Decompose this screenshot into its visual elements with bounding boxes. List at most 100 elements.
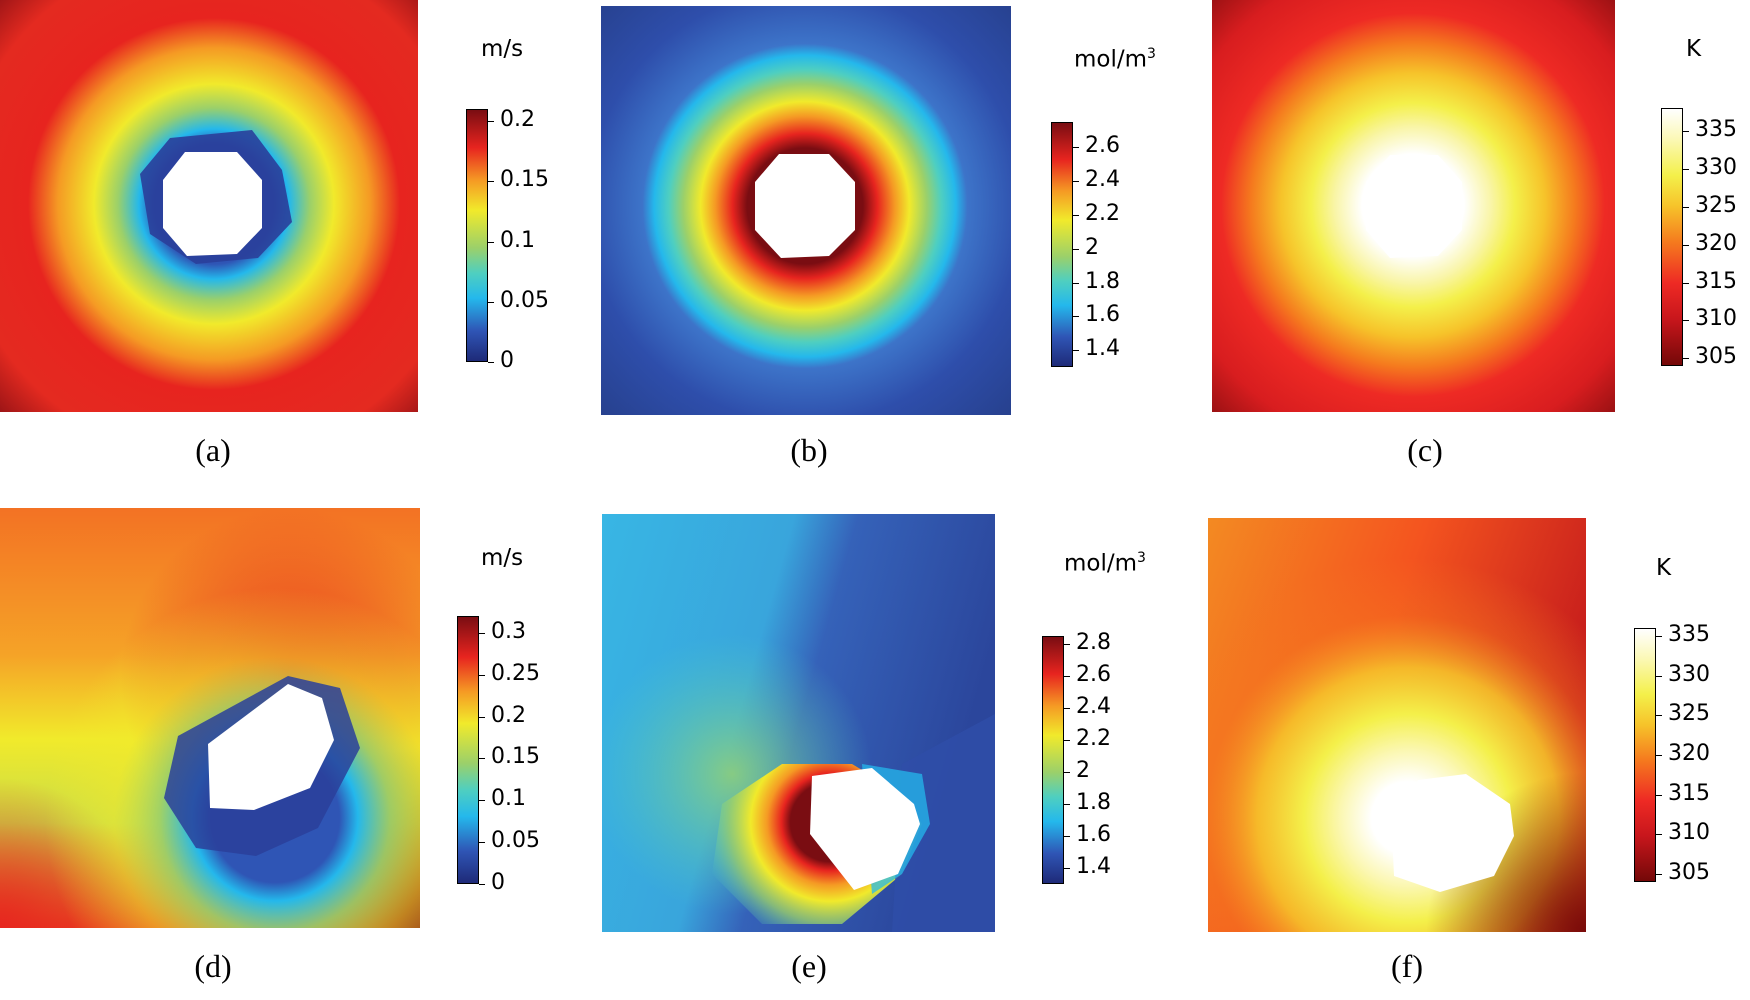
colorbar-tick-label: 310	[1695, 306, 1737, 331]
colorbar-tickmark	[1073, 350, 1079, 351]
colorbar-tickmark	[479, 717, 485, 718]
colorbar-tick-label: 305	[1695, 344, 1737, 369]
unit-label-e: mol/m3	[1064, 550, 1146, 577]
colorbar-tick-label: 1.4	[1085, 336, 1120, 361]
colorbar-e	[1042, 636, 1064, 884]
colorbar-tick-label: 2.6	[1076, 662, 1111, 687]
colorbar-tick-label: 1.4	[1076, 854, 1111, 879]
colorbar-tickmark	[479, 758, 485, 759]
unit-label-c: K	[1686, 36, 1702, 62]
colorbar-tick-label: 2.4	[1085, 167, 1120, 192]
colorbar-tickmark	[1683, 169, 1689, 170]
colorbar-tick-label: 0.2	[491, 703, 526, 728]
colorbar-d	[457, 616, 479, 884]
colorbar-tick-label: 305	[1668, 860, 1710, 885]
colorbar-tickmark	[1656, 715, 1662, 716]
heatmap-e	[602, 514, 995, 932]
colorbar-tick-label: 2.8	[1076, 630, 1111, 655]
colorbar-tickmark	[1073, 147, 1079, 148]
colorbar-tickmark	[1064, 868, 1070, 869]
hole-a	[163, 152, 262, 256]
unit-label-d: m/s	[481, 545, 524, 571]
colorbar-tickmark	[1656, 795, 1662, 796]
colorbar-tickmark	[1656, 874, 1662, 875]
colorbar-tickmark	[1064, 644, 1070, 645]
caption-c: (c)	[1407, 432, 1443, 468]
colorbar-tick-label: 2.4	[1076, 694, 1111, 719]
colorbar-tickmark	[1656, 636, 1662, 637]
colorbar-tick-label: 2.2	[1085, 201, 1120, 226]
colorbar-tick-label: 1.8	[1085, 269, 1120, 294]
colorbar-tickmark	[1064, 740, 1070, 741]
colorbar-tickmark	[479, 800, 485, 801]
colorbar-tick-label: 0.25	[491, 661, 540, 686]
colorbar-b	[1051, 122, 1073, 367]
colorbar-tickmark	[1064, 708, 1070, 709]
hole-d	[208, 684, 334, 810]
colorbar-tick-label: 0.1	[500, 228, 535, 253]
colorbar-tick-label: 0.1	[491, 786, 526, 811]
colorbar-tick-label: 0	[491, 870, 505, 895]
hole-f	[1392, 774, 1514, 892]
colorbar-tick-label: 0.05	[500, 288, 549, 313]
colorbar-tick-label: 0.15	[491, 744, 540, 769]
colorbar-tick-label: 0.3	[491, 619, 526, 644]
colorbar-tickmark	[1683, 245, 1689, 246]
colorbar-tick-label: 1.6	[1085, 302, 1120, 327]
colorbar-tickmark	[1656, 834, 1662, 835]
colorbar-tickmark	[1073, 181, 1079, 182]
colorbar-tick-label: 335	[1668, 622, 1710, 647]
caption-d: (d)	[194, 948, 232, 984]
heatmap-c	[1212, 0, 1615, 412]
colorbar-tick-label: 0	[500, 348, 514, 373]
heatmap-b	[601, 6, 1011, 415]
colorbar-tickmark	[488, 302, 494, 303]
unit-label-a: m/s	[481, 36, 524, 62]
heatmap-a	[0, 0, 418, 412]
colorbar-tick-label: 330	[1695, 155, 1737, 180]
heatmap-f	[1208, 518, 1586, 932]
colorbar-tickmark	[488, 181, 494, 182]
colorbar-tick-label: 2.6	[1085, 133, 1120, 158]
caption-f: (f)	[1391, 948, 1423, 984]
colorbar-tick-label: 330	[1668, 662, 1710, 687]
colorbar-tick-label: 325	[1668, 701, 1710, 726]
colorbar-tickmark	[1683, 320, 1689, 321]
hole-e	[810, 768, 920, 890]
colorbar-tickmark	[1683, 358, 1689, 359]
colorbar-tick-label: 315	[1695, 269, 1737, 294]
colorbar-tick-label: 0.2	[500, 107, 535, 132]
colorbar-tickmark	[488, 121, 494, 122]
colorbar-tickmark	[1073, 283, 1079, 284]
colorbar-tickmark	[1656, 676, 1662, 677]
colorbar-tickmark	[479, 842, 485, 843]
colorbar-tick-label: 1.8	[1076, 790, 1111, 815]
colorbar-tickmark	[1064, 836, 1070, 837]
colorbar-tickmark	[1073, 215, 1079, 216]
colorbar-tick-label: 310	[1668, 820, 1710, 845]
colorbar-tick-label: 335	[1695, 117, 1737, 142]
colorbar-f	[1634, 628, 1656, 882]
unit-label-b: mol/m3	[1074, 46, 1156, 73]
hole-b	[755, 154, 855, 258]
colorbar-tickmark	[1064, 676, 1070, 677]
colorbar-tickmark	[1683, 283, 1689, 284]
colorbar-tickmark	[1073, 249, 1079, 250]
colorbar-tick-label: 320	[1668, 741, 1710, 766]
colorbar-tickmark	[479, 633, 485, 634]
colorbar-tick-label: 325	[1695, 193, 1737, 218]
colorbar-tickmark	[1656, 755, 1662, 756]
unit-label-f: K	[1656, 555, 1672, 581]
colorbar-tick-label: 315	[1668, 781, 1710, 806]
colorbar-tick-label: 2	[1076, 758, 1090, 783]
hole-c	[1366, 155, 1462, 258]
colorbar-tickmark	[1683, 207, 1689, 208]
caption-a: (a)	[195, 432, 231, 468]
heatmap-d	[0, 508, 420, 928]
colorbar-tickmark	[479, 884, 485, 885]
caption-e: (e)	[791, 948, 827, 984]
colorbar-tick-label: 2	[1085, 235, 1099, 260]
colorbar-tickmark	[1073, 316, 1079, 317]
colorbar-tickmark	[488, 242, 494, 243]
colorbar-tickmark	[488, 362, 494, 363]
